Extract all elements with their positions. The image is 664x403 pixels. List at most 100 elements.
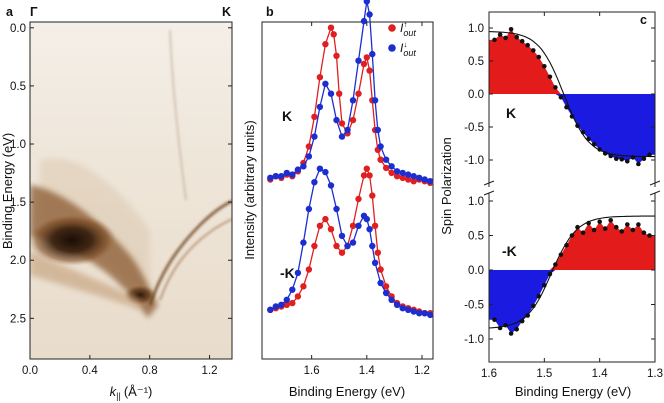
data-point <box>294 269 302 277</box>
data-point <box>355 90 362 97</box>
data-point <box>503 35 508 41</box>
legend-up-sup: ↑ <box>403 20 407 29</box>
data-point <box>647 233 652 238</box>
data-point <box>542 64 547 69</box>
legend-up-marker <box>388 24 396 32</box>
data-point <box>305 205 313 213</box>
data-point <box>289 299 296 307</box>
panel-c-ytick-label: -1.0 <box>464 334 484 346</box>
data-point <box>519 318 525 324</box>
data-point <box>497 325 503 331</box>
data-point <box>531 48 536 53</box>
data-point <box>278 301 285 308</box>
panel-c-ytick-label: 1.0 <box>468 196 484 208</box>
data-point <box>514 34 519 40</box>
data-point <box>531 303 536 309</box>
panel-b-curve-label-minus-k: -K <box>280 265 295 281</box>
panel-a-xtick-label: 1.2 <box>202 365 218 377</box>
data-point <box>371 259 379 266</box>
panel-c-xtick-label: 1.6 <box>481 368 497 380</box>
data-point <box>399 174 406 181</box>
data-point <box>272 173 279 180</box>
panel-c-ytick-label: 0.5 <box>468 56 484 68</box>
data-point <box>363 215 370 223</box>
data-point <box>614 156 619 161</box>
legend-down-var: I <box>400 41 404 55</box>
data-point <box>421 310 428 317</box>
data-point <box>597 219 602 224</box>
data-point <box>564 242 569 248</box>
data-point <box>416 310 423 317</box>
data-point <box>344 126 351 134</box>
legend-down-marker <box>388 44 396 52</box>
data-point <box>641 156 647 161</box>
panel-a-xtick-label: 0.0 <box>22 365 38 377</box>
data-point <box>382 289 390 297</box>
data-point <box>338 232 346 240</box>
panel-a-xlabel-sub: || <box>116 391 121 401</box>
legend-up-sub: out <box>403 28 416 38</box>
data-point <box>492 317 497 323</box>
data-point <box>371 222 379 229</box>
data-point <box>283 169 290 177</box>
panel-c-ytick-label: -1.0 <box>464 155 484 167</box>
data-point <box>311 113 318 121</box>
data-point <box>393 173 401 180</box>
data-point <box>641 230 647 235</box>
panel-a-ytick-label: 1.5 <box>10 197 26 209</box>
panel-a-ticks: 0.0 0.4 0.8 1.2 0.0 0.5 1.0 1.5 2.0 2.5 <box>10 23 232 377</box>
data-point <box>377 266 384 273</box>
data-point <box>355 195 362 203</box>
data-point <box>508 331 514 336</box>
data-point <box>360 172 368 179</box>
panel-b-ylabel: Intensity (arbitrary units) <box>242 120 257 259</box>
data-point <box>333 242 340 250</box>
data-point <box>382 283 390 290</box>
data-point <box>330 31 337 38</box>
panel-c-ytick-label: 0.5 <box>468 231 484 243</box>
data-point <box>575 123 580 128</box>
data-point <box>580 230 586 235</box>
data-point <box>382 156 390 163</box>
data-point <box>575 224 580 230</box>
data-point <box>300 239 307 246</box>
data-point <box>344 242 351 250</box>
data-point <box>369 50 376 58</box>
data-point <box>630 155 636 160</box>
data-point <box>267 306 274 313</box>
data-point <box>497 32 503 37</box>
data-point <box>322 41 329 48</box>
panel-a-label: a <box>6 5 14 19</box>
data-point <box>360 17 368 25</box>
data-point <box>564 104 569 110</box>
data-point <box>374 126 381 134</box>
panel-a-ylabel: Binding Energy (eV) <box>0 133 15 249</box>
data-point <box>366 226 373 233</box>
panel-a-ytick-label: 2.5 <box>10 313 26 325</box>
data-point <box>338 120 346 127</box>
data-point <box>625 159 630 164</box>
data-point <box>363 54 370 61</box>
data-point <box>333 52 340 59</box>
data-point <box>289 171 296 178</box>
data-point <box>591 227 597 233</box>
data-point <box>294 166 302 173</box>
data-point <box>322 80 329 88</box>
data-point <box>355 57 362 64</box>
data-point <box>614 224 619 230</box>
data-point <box>591 141 597 147</box>
data-point <box>410 178 417 185</box>
data-point <box>363 0 370 5</box>
data-point <box>388 163 395 170</box>
data-point <box>333 116 340 124</box>
data-point <box>366 11 373 18</box>
data-point <box>305 143 313 150</box>
data-point <box>305 266 313 273</box>
panel-a-xlabel-var: k <box>110 384 118 399</box>
data-point <box>388 296 395 303</box>
data-point <box>558 252 564 258</box>
data-point <box>405 306 412 313</box>
panel-b-ticks: 1.6 1.4 1.2 <box>304 22 430 377</box>
data-point <box>283 301 290 308</box>
data-point <box>267 174 274 181</box>
